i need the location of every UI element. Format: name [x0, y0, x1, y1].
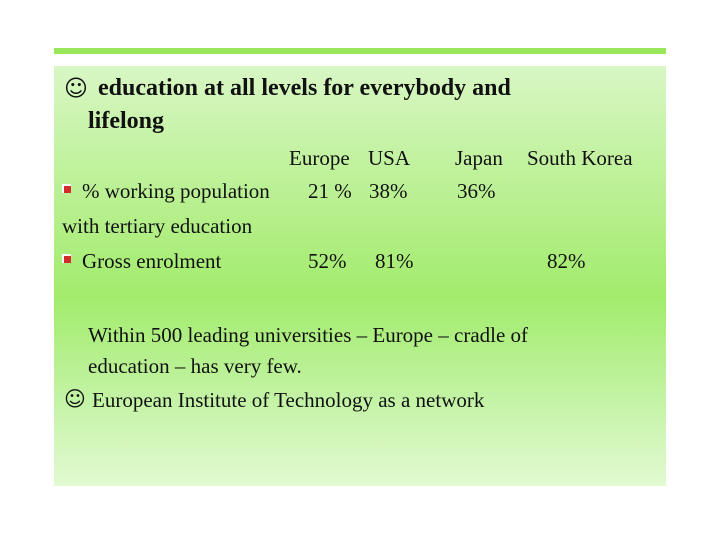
- bullet-square-icon: [62, 254, 71, 263]
- note-line-3: European Institute of Technology as a ne…: [92, 388, 485, 412]
- row-label-gross-enrolment: Gross enrolment: [82, 249, 222, 273]
- top-rule: [54, 48, 666, 54]
- slide-panel: [54, 66, 666, 486]
- column-header-europe: Europe: [289, 146, 350, 170]
- smiley-icon: ☺: [64, 387, 86, 411]
- cell-row2-south-korea: 82%: [547, 249, 586, 273]
- cell-row1-japan: 36%: [457, 179, 496, 203]
- cell-row2-usa: 81%: [375, 249, 414, 273]
- row-label-working-population: % working population: [82, 179, 270, 203]
- note-line-2: education – has very few.: [88, 354, 302, 378]
- row-label-tertiary-education: with tertiary education: [62, 214, 253, 238]
- bullet-square-icon: [62, 184, 71, 193]
- cell-row1-europe: 21 %: [308, 179, 352, 203]
- column-header-japan: Japan: [455, 146, 503, 170]
- cell-row2-europe: 52%: [308, 249, 347, 273]
- column-header-south-korea: South Korea: [527, 146, 633, 170]
- heading-line-2: lifelong: [88, 108, 164, 134]
- note-line-1: Within 500 leading universities – Europe…: [88, 323, 529, 347]
- column-header-usa: USA: [368, 146, 411, 170]
- smiley-icon: ☺: [64, 76, 88, 102]
- heading-line-1: education at all levels for everybody an…: [98, 75, 511, 101]
- cell-row1-usa: 38%: [369, 179, 408, 203]
